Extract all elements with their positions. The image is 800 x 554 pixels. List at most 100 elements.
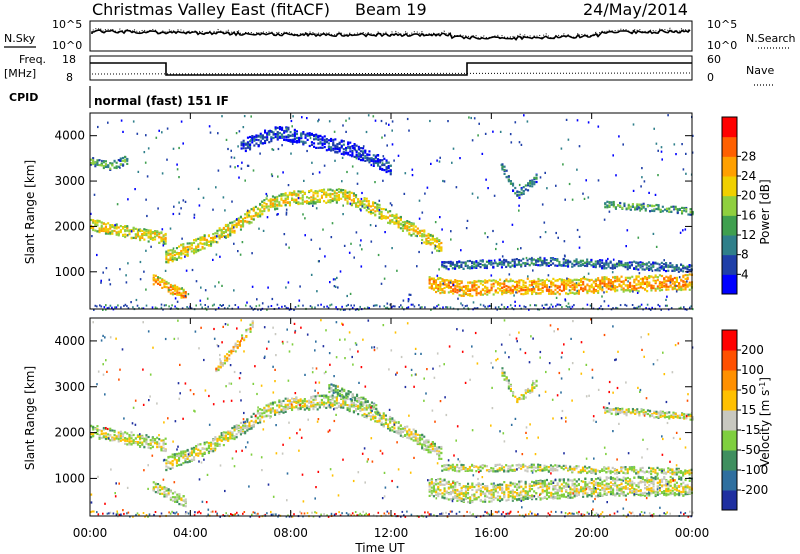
heat-cell — [430, 283, 433, 286]
heat-cell — [537, 292, 540, 295]
heat-cell — [124, 233, 127, 236]
heat-cell — [259, 136, 262, 139]
heat-cell — [460, 263, 463, 267]
heat-cell — [434, 221, 437, 224]
heat-cell — [329, 281, 331, 284]
heat-cell — [535, 174, 538, 177]
heat-cell — [214, 285, 216, 288]
heat-cell — [182, 294, 185, 297]
heat-cell — [337, 394, 340, 397]
heat-cell — [156, 443, 159, 446]
heat-cell — [526, 292, 529, 295]
heat-cell — [612, 288, 615, 291]
heat-cell — [238, 130, 241, 133]
heat-cell — [585, 179, 587, 182]
heat-cell — [293, 128, 296, 131]
heat-cell — [680, 306, 682, 309]
heat-cell — [171, 254, 174, 257]
heat-cell — [193, 446, 196, 449]
heat-cell — [680, 268, 683, 271]
heat-cell — [342, 213, 344, 216]
heat-cell — [559, 304, 562, 306]
heat-cell — [560, 289, 563, 292]
heat-cell — [145, 434, 148, 437]
heat-cell — [512, 184, 515, 187]
heat-cell — [382, 424, 385, 427]
heat-cell — [492, 262, 495, 265]
heat-cell — [130, 443, 133, 446]
heat-cell — [616, 289, 619, 292]
heat-cell — [349, 141, 352, 144]
heat-cell — [365, 209, 368, 212]
heat-cell — [344, 308, 346, 311]
heat-cell — [682, 267, 685, 270]
heat-cell — [656, 269, 659, 272]
heat-cell — [673, 208, 675, 211]
heat-cell — [686, 285, 689, 288]
heat-cell — [222, 437, 225, 440]
heat-cell — [147, 443, 150, 446]
heat-cell — [315, 133, 318, 136]
heat-cell — [257, 145, 260, 148]
heat-cell — [326, 305, 328, 308]
heat-cell — [537, 285, 540, 288]
heat-cell — [342, 124, 344, 127]
heat-cell — [501, 163, 504, 166]
heat-cell — [603, 264, 606, 267]
heat-cell — [484, 281, 487, 284]
heat-cell — [644, 281, 647, 284]
heat-cell — [520, 247, 522, 250]
heat-cell — [231, 431, 234, 434]
heat-cell — [199, 236, 202, 239]
heat-cell — [539, 279, 542, 282]
heat-cell — [605, 286, 608, 289]
heat-cell — [522, 190, 525, 193]
heat-cell — [186, 306, 188, 308]
heat-cell — [680, 288, 683, 292]
heat-cell — [573, 304, 575, 307]
heat-cell — [573, 282, 576, 285]
heat-cell — [293, 132, 296, 135]
heat-cell — [391, 220, 394, 223]
heat-cell — [437, 284, 440, 287]
heat-cell — [146, 175, 149, 178]
heat-cell — [543, 282, 546, 285]
heat-cell — [314, 202, 317, 205]
heat-cell — [271, 195, 274, 198]
heat-cell — [619, 205, 622, 208]
heat-cell — [646, 204, 649, 208]
heat-cell — [671, 282, 674, 285]
heat-cell — [293, 406, 296, 409]
heat-cell — [677, 270, 680, 273]
heat-cell — [274, 401, 277, 404]
heat-cell — [156, 441, 159, 444]
heat-cell — [675, 276, 678, 279]
heat-cell — [233, 226, 235, 229]
heat-cell — [483, 263, 486, 266]
heat-cell — [254, 212, 257, 215]
heat-cell — [265, 415, 268, 418]
heat-cell — [437, 285, 440, 288]
heat-cell — [603, 282, 606, 285]
heat-cell — [658, 280, 661, 284]
heat-cell — [124, 155, 127, 158]
heat-cell — [688, 282, 691, 286]
heat-cell — [441, 261, 444, 264]
heat-cell — [323, 142, 326, 146]
heat-cell — [299, 285, 301, 288]
heat-cell — [658, 269, 661, 272]
heat-cell — [276, 195, 279, 199]
heat-cell — [377, 253, 380, 257]
heat-cell — [105, 304, 107, 307]
heat-cell — [643, 180, 646, 183]
heat-cell — [224, 438, 227, 442]
heat-cell — [456, 281, 459, 284]
heat-cell — [299, 398, 302, 401]
heat-cell — [365, 200, 368, 203]
heat-cell — [569, 284, 572, 287]
heat-cell — [556, 291, 559, 294]
heat-cell — [387, 161, 390, 164]
heat-cell — [624, 266, 627, 269]
heat-cell — [244, 426, 247, 429]
heat-cell — [541, 263, 544, 266]
